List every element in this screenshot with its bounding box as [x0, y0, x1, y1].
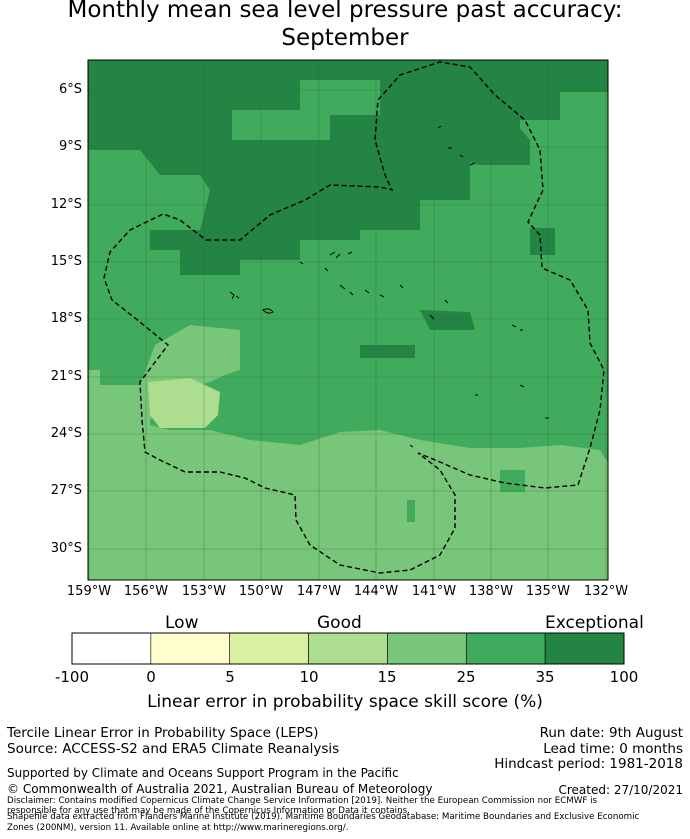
lon-tick: 141°W	[411, 584, 457, 599]
field-lowgood-sw	[148, 378, 220, 428]
eez-boundaries	[103, 61, 605, 574]
lat-tick: 6°S	[58, 82, 82, 97]
eez-boundary-main	[103, 61, 605, 574]
colorbar-cell	[71, 632, 152, 665]
field-good-southband	[88, 425, 608, 580]
title-line-1: Monthly mean sea level pressure past acc…	[67, 0, 623, 23]
colorbar-tick: 5	[225, 668, 235, 686]
colorbar-cell	[544, 632, 625, 665]
colorbar-category-exceptional: Exceptional	[545, 613, 644, 633]
lon-tick: 150°W	[238, 584, 284, 599]
field-exceptional-ne	[385, 100, 530, 165]
lat-tick: 30°S	[50, 541, 82, 556]
created-text: Created: 27/10/2021	[558, 783, 683, 797]
lat-tick: 9°S	[58, 139, 82, 154]
colorbar-cell	[229, 632, 309, 665]
colorbar-category-low: Low	[165, 613, 199, 633]
method-text: Tercile Linear Error in Probability Spac…	[7, 725, 319, 741]
lon-tick: 156°W	[123, 584, 169, 599]
colorbar-cell	[387, 632, 467, 665]
field-exceptional-mid	[360, 310, 475, 358]
title-line-2: September	[281, 25, 409, 51]
colorbar-tick: 100	[609, 668, 639, 686]
lat-tick: 15°S	[50, 254, 82, 269]
colorbar-tick: -100	[54, 668, 90, 686]
lon-tick: 147°W	[296, 584, 342, 599]
source-text: Source: ACCESS-S2 and ERA5 Climate Reana…	[7, 741, 340, 757]
copyright-text: © Commonwealth of Australia 2021, Austra…	[7, 782, 433, 796]
colorbar-cell	[150, 632, 231, 665]
lon-tick: 132°W	[583, 584, 629, 599]
disclaimer-line: Shapefile data extracted from Flanders M…	[7, 812, 640, 822]
lat-tick: 24°S	[50, 426, 82, 441]
hindcast-text: Hindcast period: 1981-2018	[494, 756, 683, 772]
map-field	[88, 60, 608, 580]
colorbar-tick: 10	[299, 668, 319, 686]
map-frame	[87, 59, 609, 581]
island-outlines	[229, 125, 549, 448]
skill-map	[87, 59, 609, 581]
lead-time-text: Lead time: 0 months	[543, 741, 683, 757]
lat-tick: 21°S	[50, 369, 82, 384]
disclaimer-line: responsible for any use that may be made…	[7, 806, 410, 816]
colorbar-frame	[71, 632, 625, 665]
lon-tick: 144°W	[353, 584, 399, 599]
lat-tick: 27°S	[50, 483, 82, 498]
colorbar-cell	[465, 632, 546, 665]
supported-text: Supported by Climate and Oceans Support …	[7, 766, 399, 780]
field-high-patch-north	[232, 80, 380, 140]
colorbar-label: Linear error in probability space skill …	[147, 692, 543, 712]
run-date-text: Run date: 9th August	[539, 725, 683, 741]
graticule	[88, 60, 608, 580]
colorbar-tick: 25	[456, 668, 476, 686]
colorbar-category-good: Good	[317, 613, 362, 633]
lon-tick: 153°W	[181, 584, 227, 599]
map-title: Monthly mean sea level pressure past acc…	[0, 0, 690, 52]
field-high-patch-south	[407, 470, 525, 522]
lat-tick: 12°S	[50, 197, 82, 212]
colorbar-tick: 0	[146, 668, 156, 686]
disclaimer-line: Disclaimer: Contains modified Copernicus…	[7, 796, 598, 806]
lon-tick: 138°W	[468, 584, 514, 599]
colorbar-tick: 35	[535, 668, 555, 686]
colorbar-tick: 15	[377, 668, 397, 686]
lon-tick: 159°W	[66, 584, 112, 599]
lon-tick: 135°W	[525, 584, 571, 599]
field-good-sw	[88, 325, 240, 425]
colorbar	[71, 632, 625, 665]
disclaimer-line: Zones (200NM), version 11. Available onl…	[7, 823, 349, 833]
colorbar-cell	[308, 632, 388, 665]
field-exceptional-island	[530, 228, 555, 255]
lat-tick: 18°S	[50, 311, 82, 326]
